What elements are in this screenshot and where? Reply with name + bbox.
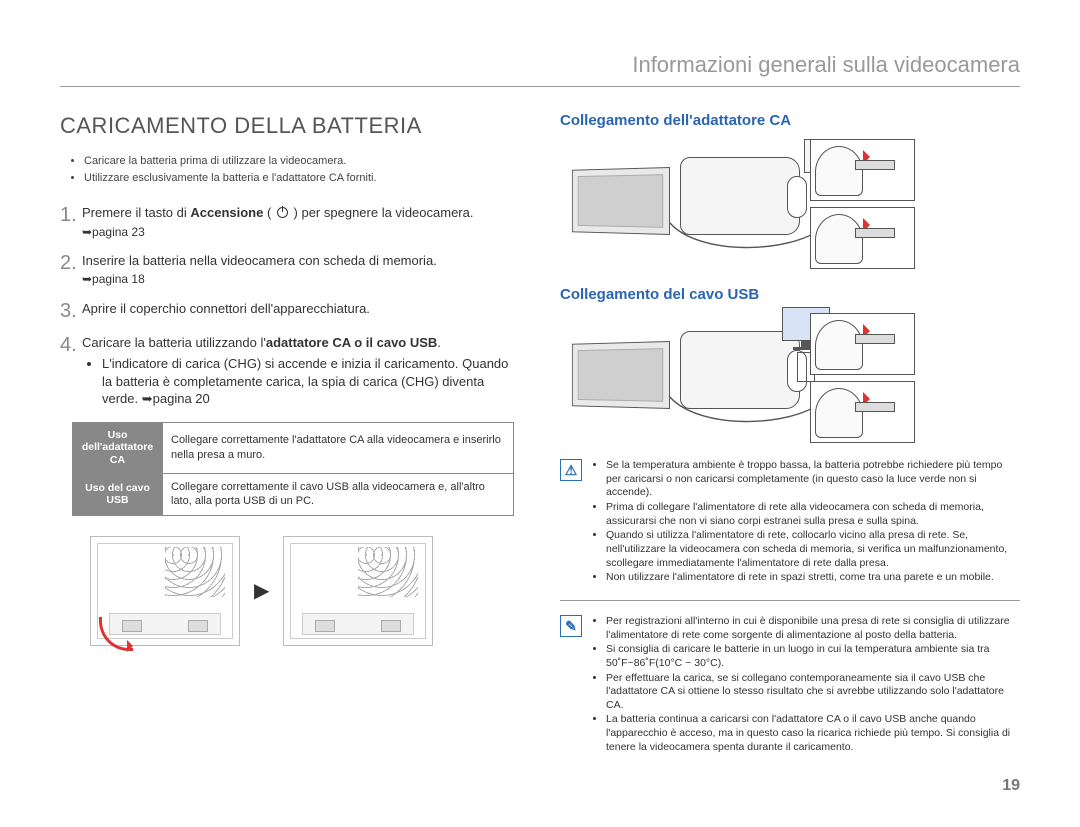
warning-icon: ⚠ xyxy=(560,459,582,481)
chapter-header: Informazioni generali sulla videocamera xyxy=(60,50,1020,87)
step-number: 3. xyxy=(60,300,82,322)
table-head: Uso dell'adattatore CA xyxy=(73,422,163,473)
heading-ca: Collegamento dell'adattatore CA xyxy=(560,111,1020,131)
right-column: Collegamento dell'adattatore CA Collegam… xyxy=(560,111,1020,756)
table-cell: Collegare correttamente l'adattatore CA … xyxy=(163,422,514,473)
step-bold: adattatore CA o il cavo USB xyxy=(266,335,437,350)
sequence-arrow-icon: ▶ xyxy=(254,578,269,605)
inset-plug xyxy=(810,381,915,443)
inset-plug xyxy=(810,313,915,375)
open-arrow-icon xyxy=(99,617,133,651)
table-cell: Collegare correttamente il cavo USB alla… xyxy=(163,473,514,516)
step-2: 2. Inserire la batteria nella videocamer… xyxy=(60,252,520,288)
note-item: Non utilizzare l'alimentatore di rete in… xyxy=(606,571,1020,585)
intro-item: Utilizzare esclusivamente la batteria e … xyxy=(84,171,520,186)
table-head: Uso del cavo USB xyxy=(73,473,163,516)
info-block: ✎ Per registrazioni all'interno in cui è… xyxy=(560,615,1020,755)
page-title: CARICAMENTO DELLA BATTERIA xyxy=(60,111,520,141)
connector-closed xyxy=(90,536,240,646)
step-text: ( xyxy=(263,205,275,220)
connector-diagram: ▶ xyxy=(90,536,520,646)
page-number: 19 xyxy=(1002,775,1020,797)
warning-block: ⚠ Se la temperatura ambiente è troppo ba… xyxy=(560,459,1020,586)
step-text: . xyxy=(437,335,441,350)
info-icon: ✎ xyxy=(560,615,582,637)
step-number: 2. xyxy=(60,252,82,288)
step-4: 4. Caricare la batteria utilizzando l'ad… xyxy=(60,334,520,408)
steps-list: 1. Premere il tasto di Accensione ( ) pe… xyxy=(60,204,520,408)
step-1: 1. Premere il tasto di Accensione ( ) pe… xyxy=(60,204,520,240)
step-text: Inserire la batteria nella videocamera c… xyxy=(82,253,437,268)
note-item: Per registrazioni all'interno in cui è d… xyxy=(606,615,1020,642)
warning-list: Se la temperatura ambiente è troppo bass… xyxy=(590,459,1020,586)
connector-open xyxy=(283,536,433,646)
left-column: CARICAMENTO DELLA BATTERIA Caricare la b… xyxy=(60,111,520,647)
power-icon xyxy=(277,207,288,218)
table-row: Uso dell'adattatore CA Collegare corrett… xyxy=(73,422,514,473)
camcorder-illustration xyxy=(560,313,800,433)
note-item: Quando si utilizza l'alimentatore di ret… xyxy=(606,529,1020,570)
diagram-usb xyxy=(560,313,1020,443)
diagram-ca xyxy=(560,139,1020,269)
page-ref: ➥pagina 18 xyxy=(82,271,520,287)
step-sub-bullet: L'indicatore di carica (CHG) si accende … xyxy=(102,355,520,408)
note-item: La batteria continua a caricarsi con l'a… xyxy=(606,713,1020,754)
step-text: Premere il tasto di xyxy=(82,205,190,220)
step-text: Aprire il coperchio connettori dell'appa… xyxy=(82,301,370,316)
step-number: 1. xyxy=(60,204,82,240)
inset-plug xyxy=(810,207,915,269)
inset-group xyxy=(810,139,915,269)
note-item: Prima di collegare l'alimentatore di ret… xyxy=(606,501,1020,528)
table-row: Uso del cavo USB Collegare correttamente… xyxy=(73,473,514,516)
step-text: ) per spegnere la videocamera. xyxy=(290,205,474,220)
intro-list: Caricare la batteria prima di utilizzare… xyxy=(74,154,520,186)
note-item: Per effettuare la carica, se si collegan… xyxy=(606,672,1020,713)
step-bold: Accensione xyxy=(190,205,263,220)
note-item: Si consiglia di caricare le batterie in … xyxy=(606,643,1020,670)
step-number: 4. xyxy=(60,334,82,408)
page-ref: ➥pagina 23 xyxy=(82,224,520,240)
usage-table: Uso dell'adattatore CA Collegare corrett… xyxy=(72,422,514,516)
intro-item: Caricare la batteria prima di utilizzare… xyxy=(84,154,520,169)
step-3: 3. Aprire il coperchio connettori dell'a… xyxy=(60,300,520,322)
info-list: Per registrazioni all'interno in cui è d… xyxy=(590,615,1020,755)
inset-plug xyxy=(810,139,915,201)
divider xyxy=(560,600,1020,601)
step-text: Caricare la batteria utilizzando l' xyxy=(82,335,266,350)
heading-usb: Collegamento del cavo USB xyxy=(560,285,1020,305)
note-item: Se la temperatura ambiente è troppo bass… xyxy=(606,459,1020,500)
camcorder-illustration xyxy=(560,139,800,259)
